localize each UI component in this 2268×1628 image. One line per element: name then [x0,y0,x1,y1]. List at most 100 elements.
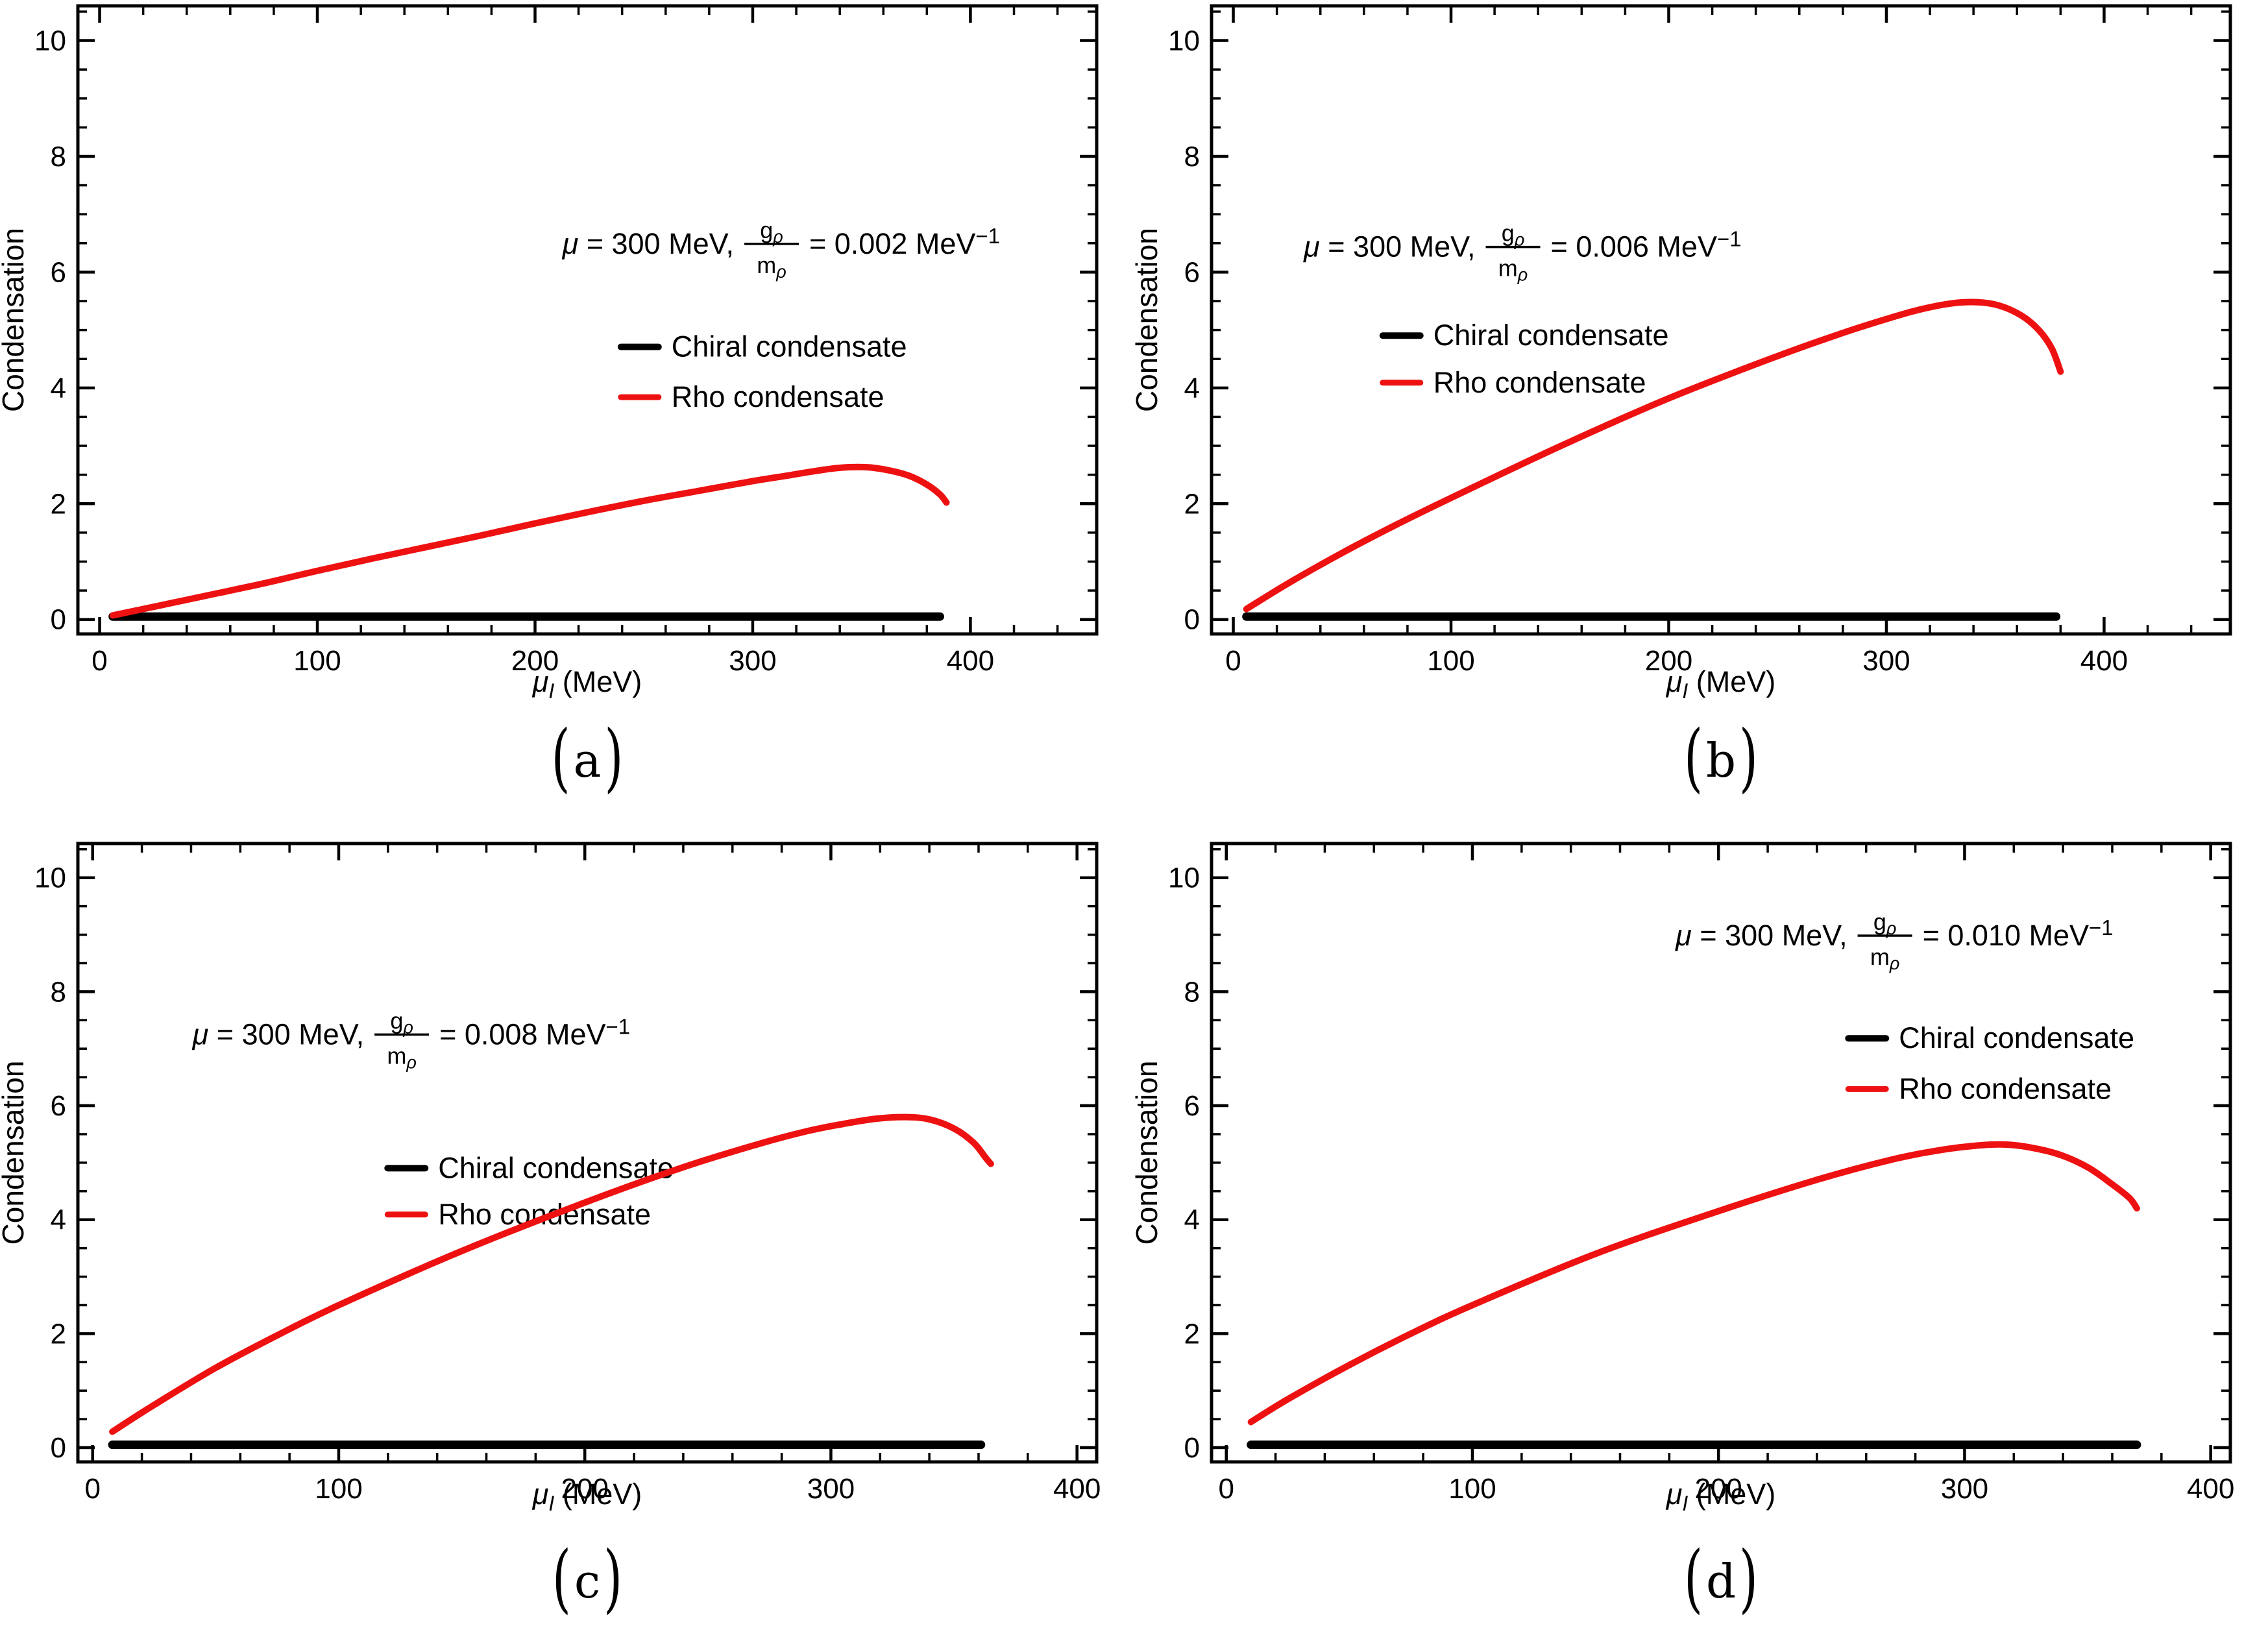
y-axis-label: Condensation [1134,1061,1164,1245]
axis-ticks [1212,844,2230,1462]
rho-curve [1243,298,2064,613]
plot-legend: Chiral condensate Rho condensate [617,330,907,413]
y-tick-label: 8 [51,976,66,1008]
svg-text:gρ: gρ [760,217,783,247]
svg-text:μ = 300 MeV,: μ = 300 MeV, [562,227,734,260]
rho-curve [109,463,950,619]
panel-letter: c [574,1554,601,1609]
paren-open: ( [1684,714,1703,801]
x-axis-label: μI (MeV) [532,665,642,703]
rho-legend-label: Rho condensate [1899,1072,2112,1105]
chiral-legend-label: Chiral condensate [1433,319,1669,352]
chiral-legend-label: Chiral condensate [438,1151,674,1184]
y-tick-label: 6 [51,1090,66,1122]
y-tick-label: 2 [51,1318,66,1350]
plot-frame [1210,842,2232,1464]
y-tick-label: 4 [51,1204,66,1236]
panel-letter: b [1705,733,1737,788]
y-tick-label: 10 [34,25,66,57]
x-tick-label: 300 [807,1473,855,1505]
svg-text:gρ: gρ [1873,908,1897,938]
x-tick-label: 300 [729,645,776,677]
rho-legend-label: Rho condensate [1433,366,1646,399]
x-tick-label: 400 [2080,645,2128,677]
axis-ticks [78,844,1097,1462]
plot-c: 0 100 200 300 400 0 2 4 6 8 10 Condensation μI (MeV)… [0,842,1101,1515]
y-tick-label: 10 [34,862,66,894]
paren-close: ) [604,714,624,801]
paren-open: ( [551,714,570,801]
y-tick-label: 2 [1184,1318,1200,1350]
svg-text:mρ: mρ [387,1042,416,1072]
svg-text:mρ: mρ [757,252,786,282]
plot-b: 0 100 200 300 400 0 2 4 6 8 10 Condensation μI (MeV)… [1134,4,2232,703]
x-tick-label: 200 [561,1473,608,1505]
svg-text:= 0.006 MeV−1: = 0.006 MeV−1 [1551,227,1742,263]
plot-frame [76,842,1099,1464]
paren-close: ) [604,1535,623,1622]
x-tick-label: 200 [1694,1473,1742,1505]
x-axis-label: μI (MeV) [1666,665,1776,703]
paren-close: ) [1739,714,1758,801]
svg-text:= 0.010 MeV−1: = 0.010 MeV−1 [1923,916,2114,952]
axis-ticks [78,6,1097,634]
panel-label-a: (a) [78,721,1097,796]
chiral-legend-label: Chiral condensate [1899,1021,2134,1054]
svg-text:mρ: mρ [1498,255,1528,285]
x-axis-label: μI (MeV) [1666,1477,1776,1515]
svg-text:= 0.002 MeV−1: = 0.002 MeV−1 [809,224,1000,260]
rho-curve [109,1113,994,1435]
svg-text:μ = 300 MeV,: μ = 300 MeV, [1675,919,1847,952]
x-tick-label: 100 [315,1473,362,1505]
panel-d: 0 100 200 300 400 0 2 4 6 8 10 Condensation μI (MeV)… [1134,814,2267,1627]
y-tick-label: 4 [51,372,66,404]
x-tick-label: 200 [1645,645,1692,677]
plot-legend: Chiral condensate Rho condensate [384,1151,674,1231]
y-tick-label: 0 [51,604,66,636]
paren-open: ( [1684,1535,1703,1622]
y-tick-label: 8 [1184,976,1200,1008]
y-tick-label: 8 [51,141,66,173]
y-tick-label: 2 [51,488,66,520]
x-tick-label: 200 [511,645,559,677]
plot-frame [76,4,1099,636]
y-tick-label: 4 [1184,1204,1200,1236]
y-tick-label: 10 [1168,862,1200,894]
plot-annotation: μ = 300 MeV, gρ mρ = 0.008 MeV−1 [192,1007,630,1072]
x-tick-label: 400 [1053,1473,1101,1505]
svg-text:μ = 300 MeV,: μ = 300 MeV, [192,1017,364,1051]
y-tick-label: 4 [1184,372,1200,404]
plot-a: 0 100 200 300 400 0 2 4 6 8 10 Condensation μI (MeV)… [0,4,1099,703]
y-tick-label: 0 [1184,604,1200,636]
y-tick-label: 6 [1184,256,1200,288]
y-tick-label: 6 [1184,1090,1200,1122]
y-tick-label: 10 [1168,25,1200,57]
svg-text:gρ: gρ [1502,220,1525,250]
y-tick-label: 2 [1184,488,1200,520]
y-tick-label: 6 [51,256,66,288]
y-axis-label: Condensation [0,228,30,412]
panel-letter: a [573,733,602,788]
x-axis-label: μI (MeV) [532,1477,642,1515]
panel-a: 0 100 200 300 400 0 2 4 6 8 10 Condensation μI (MeV)… [0,0,1134,814]
rho-legend-label: Rho condensate [672,380,884,413]
plot-annotation: μ = 300 MeV, gρ mρ = 0.010 MeV−1 [1675,908,2113,973]
panel-letter: d [1705,1554,1737,1609]
plot-d: 0 100 200 300 400 0 2 4 6 8 10 Condensation μI (MeV)… [1134,842,2234,1515]
y-axis-label: Condensation [0,1061,30,1245]
x-tick-label: 0 [1225,645,1241,677]
rho-curve [1247,1141,2140,1426]
svg-text:gρ: gρ [390,1007,413,1037]
plot-frame [1210,4,2232,636]
svg-text:μ = 300 MeV,: μ = 300 MeV, [1303,230,1475,263]
svg-text:mρ: mρ [1870,943,1899,973]
y-tick-label: 0 [1184,1432,1200,1464]
paren-open: ( [552,1535,571,1622]
x-tick-label: 300 [1941,1473,1988,1505]
y-tick-label: 0 [51,1432,66,1464]
x-tick-label: 100 [1448,1473,1496,1505]
panel-label-b: (b) [1212,721,2230,796]
y-axis-label: Condensation [1134,228,1164,412]
panel-b: 0 100 200 300 400 0 2 4 6 8 10 Condensation μI (MeV)… [1134,0,2267,814]
